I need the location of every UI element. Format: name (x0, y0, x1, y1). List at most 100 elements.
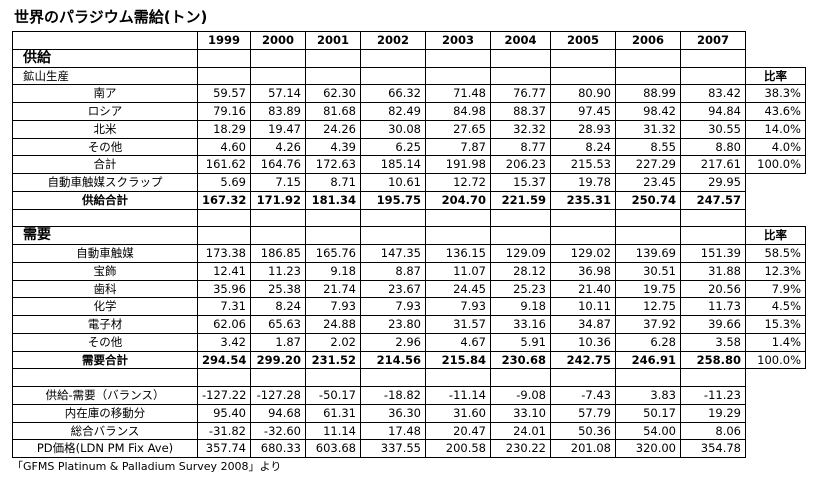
value-cell: 181.34 (305, 190, 361, 210)
value-cell (680, 208, 746, 228)
value-cell (615, 226, 681, 245)
row-label: 合計 (12, 155, 198, 174)
value-cell: 37.92 (615, 315, 681, 334)
value-cell: 12.41 (197, 261, 251, 281)
value-cell: 83.89 (250, 102, 306, 121)
share-cell: 58.5% (745, 244, 806, 263)
value-cell (550, 66, 616, 86)
value-cell: -11.23 (680, 386, 746, 405)
value-cell: 11.23 (250, 261, 306, 281)
value-cell: 21.40 (550, 279, 616, 299)
value-cell: 4.39 (305, 137, 361, 157)
value-cell: 28.12 (490, 261, 551, 281)
value-cell: 11.73 (680, 297, 746, 316)
share-cell: 1.4% (745, 332, 806, 352)
row-label: 供給合計 (12, 190, 198, 210)
value-cell: 24.26 (305, 119, 361, 139)
value-cell (615, 66, 681, 86)
value-cell: 15.37 (490, 173, 551, 192)
value-cell: 186.85 (250, 244, 306, 263)
value-cell: 20.47 (425, 421, 491, 441)
value-cell: 247.57 (680, 190, 746, 210)
value-cell (680, 66, 746, 86)
row-label: 北米 (12, 119, 198, 139)
value-cell (197, 48, 251, 68)
share-cell: 15.3% (745, 315, 806, 334)
row-label: ロシア (12, 102, 198, 121)
value-cell: 25.23 (490, 279, 551, 299)
value-cell: 76.77 (490, 84, 551, 103)
row-label: 鉱山生産 (12, 66, 198, 86)
value-cell: 5.69 (197, 173, 251, 192)
value-cell: 1.87 (250, 332, 306, 352)
share-header: 比率 (745, 66, 806, 86)
value-cell: 30.51 (615, 261, 681, 281)
value-cell: 33.16 (490, 315, 551, 334)
value-cell: 62.06 (197, 315, 251, 334)
value-cell: 62.30 (305, 84, 361, 103)
value-cell: 18.29 (197, 119, 251, 139)
value-cell: 11.14 (305, 421, 361, 441)
value-cell: 25.38 (250, 279, 306, 299)
row-label: 宝飾 (12, 261, 198, 281)
value-cell: 10.61 (360, 173, 426, 192)
year-header: 2007 (680, 31, 746, 50)
value-cell (425, 48, 491, 68)
value-cell: 81.68 (305, 102, 361, 121)
value-cell: 23.67 (360, 279, 426, 299)
value-cell: 57.14 (250, 84, 306, 103)
value-cell: 3.58 (680, 332, 746, 352)
value-cell: 215.53 (550, 155, 616, 174)
value-cell (425, 226, 491, 245)
value-cell (305, 368, 361, 387)
row-label: 自動車触媒 (12, 244, 198, 263)
value-cell (197, 208, 251, 228)
value-cell: 230.22 (490, 439, 551, 458)
value-cell (490, 48, 551, 68)
value-cell: 94.68 (250, 403, 306, 423)
value-cell: 221.59 (490, 190, 551, 210)
value-cell (615, 48, 681, 68)
value-cell: 8.71 (305, 173, 361, 192)
value-cell: 21.74 (305, 279, 361, 299)
value-cell (305, 208, 361, 228)
value-cell: 31.32 (615, 119, 681, 139)
value-cell: 19.47 (250, 119, 306, 139)
value-cell (360, 368, 426, 387)
value-cell: 66.32 (360, 84, 426, 103)
value-cell: -18.82 (360, 386, 426, 405)
value-cell: 28.93 (550, 119, 616, 139)
value-cell (425, 208, 491, 228)
value-cell: 164.76 (250, 155, 306, 174)
value-cell (305, 66, 361, 86)
title: 世界のパラジウム需給(トン) (14, 8, 208, 26)
value-cell: 4.60 (197, 137, 251, 157)
value-cell: -9.08 (490, 386, 551, 405)
value-cell: 8.06 (680, 421, 746, 441)
value-cell: 354.78 (680, 439, 746, 458)
value-cell: 139.69 (615, 244, 681, 263)
value-cell: 50.36 (550, 421, 616, 441)
value-cell: 250.74 (615, 190, 681, 210)
value-cell: 88.37 (490, 102, 551, 121)
value-cell (490, 368, 551, 387)
value-cell: 24.88 (305, 315, 361, 334)
value-cell: 30.08 (360, 119, 426, 139)
header-cell (12, 31, 198, 50)
year-header: 2006 (615, 31, 681, 50)
value-cell (550, 208, 616, 228)
value-cell: 258.80 (680, 350, 746, 370)
value-cell: 3.42 (197, 332, 251, 352)
value-cell (615, 368, 681, 387)
value-cell: 5.91 (490, 332, 551, 352)
row-label: 南ア (12, 84, 198, 103)
value-cell: 204.70 (425, 190, 491, 210)
value-cell: 95.40 (197, 403, 251, 423)
value-cell (490, 226, 551, 245)
row-label: PD価格(LDN PM Fix Ave) (12, 439, 198, 458)
value-cell (250, 66, 306, 86)
share-cell: 12.3% (745, 261, 806, 281)
value-cell (250, 48, 306, 68)
value-cell: 29.95 (680, 173, 746, 192)
value-cell (680, 368, 746, 387)
